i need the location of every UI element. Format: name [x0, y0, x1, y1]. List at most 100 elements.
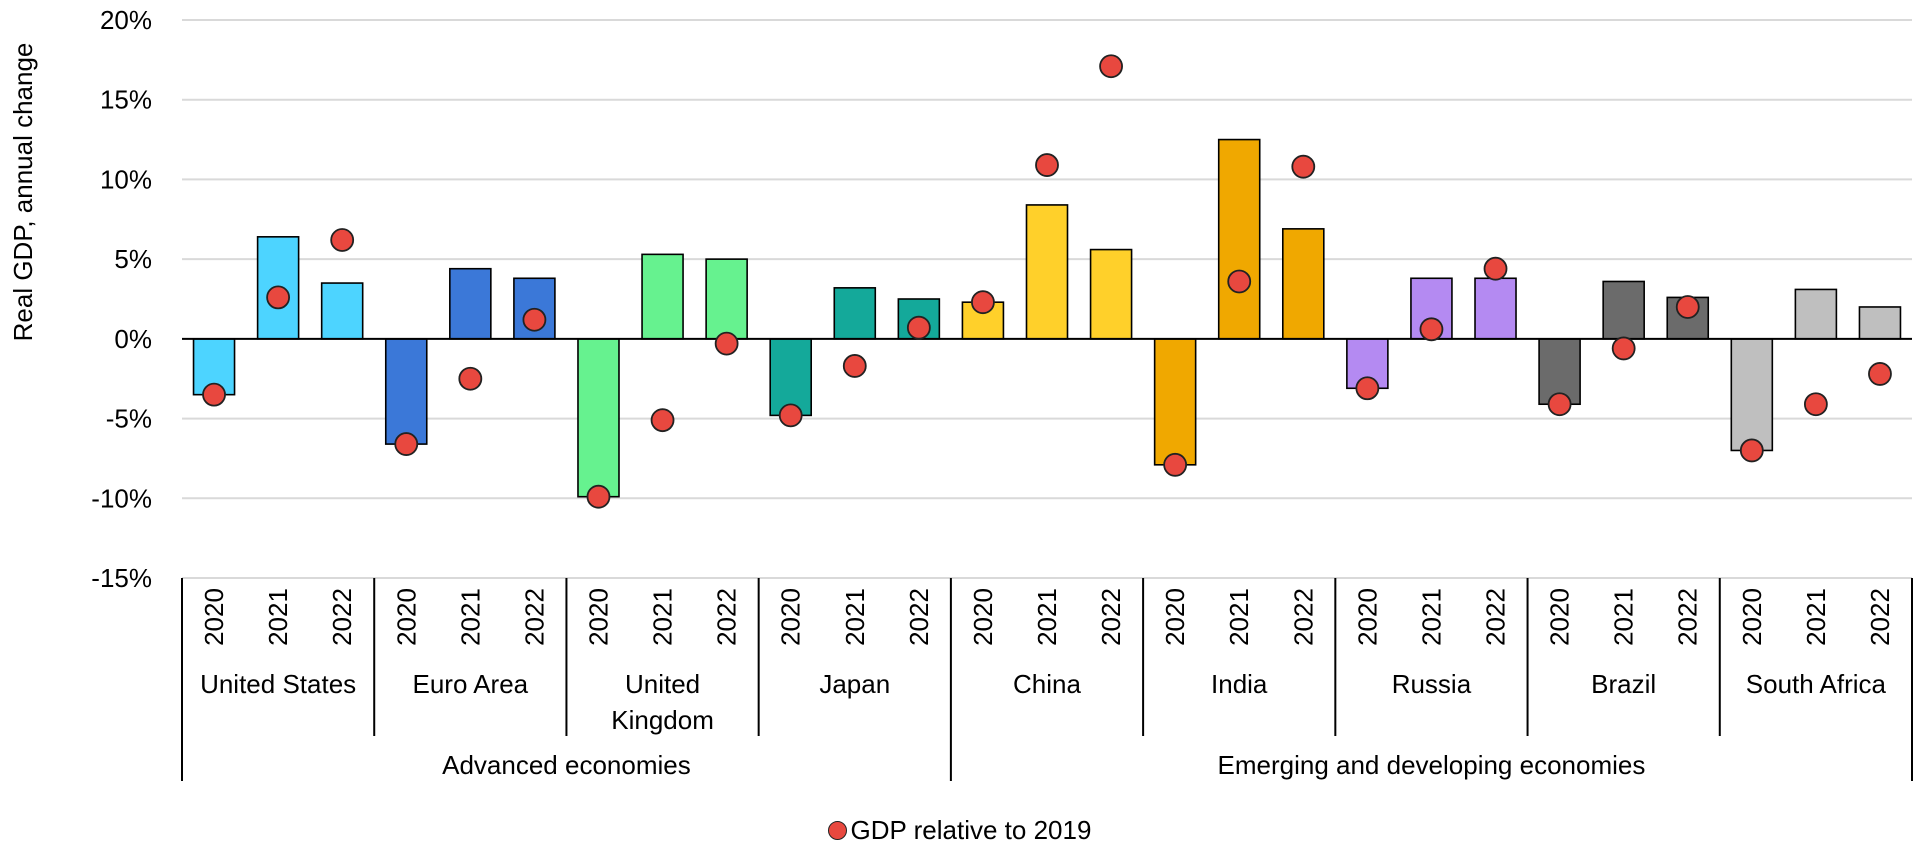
marker-south-africa-2022: [1868, 362, 1892, 386]
bar-united-states-2022: [320, 282, 364, 340]
marker-united-kingdom-2022: [714, 331, 739, 356]
marker-united-kingdom-2020: [586, 484, 611, 509]
country-label: United: [625, 669, 700, 699]
marker-japan-2021: [842, 354, 867, 378]
bar-south-africa-2020: [1730, 338, 1774, 452]
relative-to-2019-markers: [202, 54, 1892, 509]
bar-united-kingdom-2021: [641, 253, 684, 340]
y-tick-label: 15%: [100, 85, 152, 115]
country-label: United States: [200, 669, 356, 699]
marker-russia-2020: [1355, 376, 1380, 401]
bar-india-2020: [1153, 338, 1197, 466]
marker-russia-2022: [1483, 256, 1508, 281]
marker-south-africa-2020: [1739, 438, 1764, 463]
marker-united-states-2021: [266, 285, 291, 310]
y-tick-label: -10%: [91, 483, 152, 513]
year-label: 2022: [1096, 588, 1126, 646]
year-label: 2020: [1737, 588, 1767, 646]
country-label: Russia: [1392, 669, 1472, 699]
year-label: 2022: [1673, 588, 1703, 646]
bar-india-2022: [1281, 228, 1325, 340]
year-label: 2020: [1160, 588, 1190, 646]
bar-brazil-2021: [1602, 280, 1645, 340]
bars: [192, 138, 1902, 498]
year-label: 2021: [840, 588, 870, 646]
y-tick-label: 10%: [100, 164, 152, 194]
year-label: 2020: [776, 588, 806, 646]
country-label: China: [1013, 669, 1081, 699]
year-label: 2020: [391, 588, 421, 646]
bar-japan-2021: [833, 287, 877, 340]
year-label: 2022: [327, 588, 357, 646]
year-label: 2022: [904, 588, 934, 646]
year-label: 2022: [519, 588, 549, 646]
y-axis-title: Real GDP, annual change: [8, 43, 38, 342]
year-label: 2020: [1352, 588, 1382, 646]
year-label: 2020: [1545, 588, 1575, 646]
year-label: 2021: [1416, 588, 1446, 646]
year-label: 2021: [1609, 588, 1639, 646]
category-axis: 20% 15% 10% 5% 0% -5% -10% -15% 2020 2021 2022 Unit…: [91, 5, 1913, 781]
country-label: India: [1211, 669, 1268, 699]
marker-euro-area-2021: [458, 366, 483, 391]
year-label: 2022: [712, 588, 742, 646]
bar-euro-area-2021: [449, 267, 492, 340]
country-label: Kingdom: [611, 705, 714, 735]
group-label: Emerging and developing economies: [1218, 750, 1646, 780]
y-tick-label: 0%: [114, 324, 152, 354]
marker-china-2021: [1035, 153, 1059, 177]
y-tick-label: 20%: [100, 5, 152, 35]
marker-china-2020: [971, 290, 995, 315]
marker-india-2022: [1291, 154, 1316, 179]
country-label: South Africa: [1746, 669, 1887, 699]
bar-united-kingdom-2020: [577, 338, 620, 498]
marker-euro-area-2022: [522, 307, 547, 332]
marker-brazil-2021: [1611, 336, 1636, 361]
year-label: 2021: [1801, 588, 1831, 646]
marker-india-2021: [1227, 269, 1252, 294]
bar-united-kingdom-2022: [705, 258, 748, 340]
marker-brazil-2022: [1675, 295, 1700, 319]
marker-japan-2020: [778, 403, 803, 428]
year-label: 2022: [1865, 588, 1895, 646]
bar-south-africa-2022: [1858, 306, 1902, 340]
legend: GDP relative to 2019: [0, 815, 1919, 846]
country-label: Brazil: [1591, 669, 1656, 699]
marker-south-africa-2021: [1803, 392, 1828, 417]
group-label: Advanced economies: [442, 750, 691, 780]
bar-russia-2022: [1474, 277, 1517, 340]
year-label: 2020: [968, 588, 998, 646]
year-label: 2021: [648, 588, 678, 646]
bar-china-2022: [1089, 248, 1133, 340]
y-tick-label: -15%: [91, 563, 152, 593]
year-label: 2021: [455, 588, 485, 646]
country-label: Japan: [819, 669, 890, 699]
legend-label: GDP relative to 2019: [850, 815, 1092, 845]
year-label: 2020: [583, 588, 613, 646]
marker-russia-2021: [1419, 317, 1444, 342]
country-label: Euro Area: [413, 669, 529, 699]
marker-united-states-2022: [330, 228, 355, 252]
bar-euro-area-2020: [384, 338, 428, 445]
year-label: 2021: [263, 588, 293, 646]
gridlines: [182, 19, 1912, 579]
year-label: 2022: [1481, 588, 1511, 646]
year-label: 2021: [1224, 588, 1254, 646]
bar-south-africa-2021: [1794, 288, 1838, 340]
marker-united-states-2020: [202, 382, 226, 407]
year-label: 2021: [1032, 588, 1062, 646]
bar-india-2021: [1217, 138, 1261, 340]
year-label: 2022: [1288, 588, 1318, 646]
bar-china-2021: [1025, 204, 1069, 340]
legend-marker-icon: [827, 821, 847, 840]
marker-japan-2022: [906, 315, 931, 340]
marker-euro-area-2020: [394, 432, 419, 456]
marker-united-kingdom-2021: [650, 408, 675, 433]
marker-china-2022: [1099, 54, 1123, 79]
marker-brazil-2020: [1547, 392, 1572, 417]
y-tick-label: -5%: [106, 404, 152, 434]
marker-india-2020: [1163, 452, 1188, 477]
y-tick-label: 5%: [114, 244, 152, 274]
year-label: 2020: [199, 588, 229, 646]
